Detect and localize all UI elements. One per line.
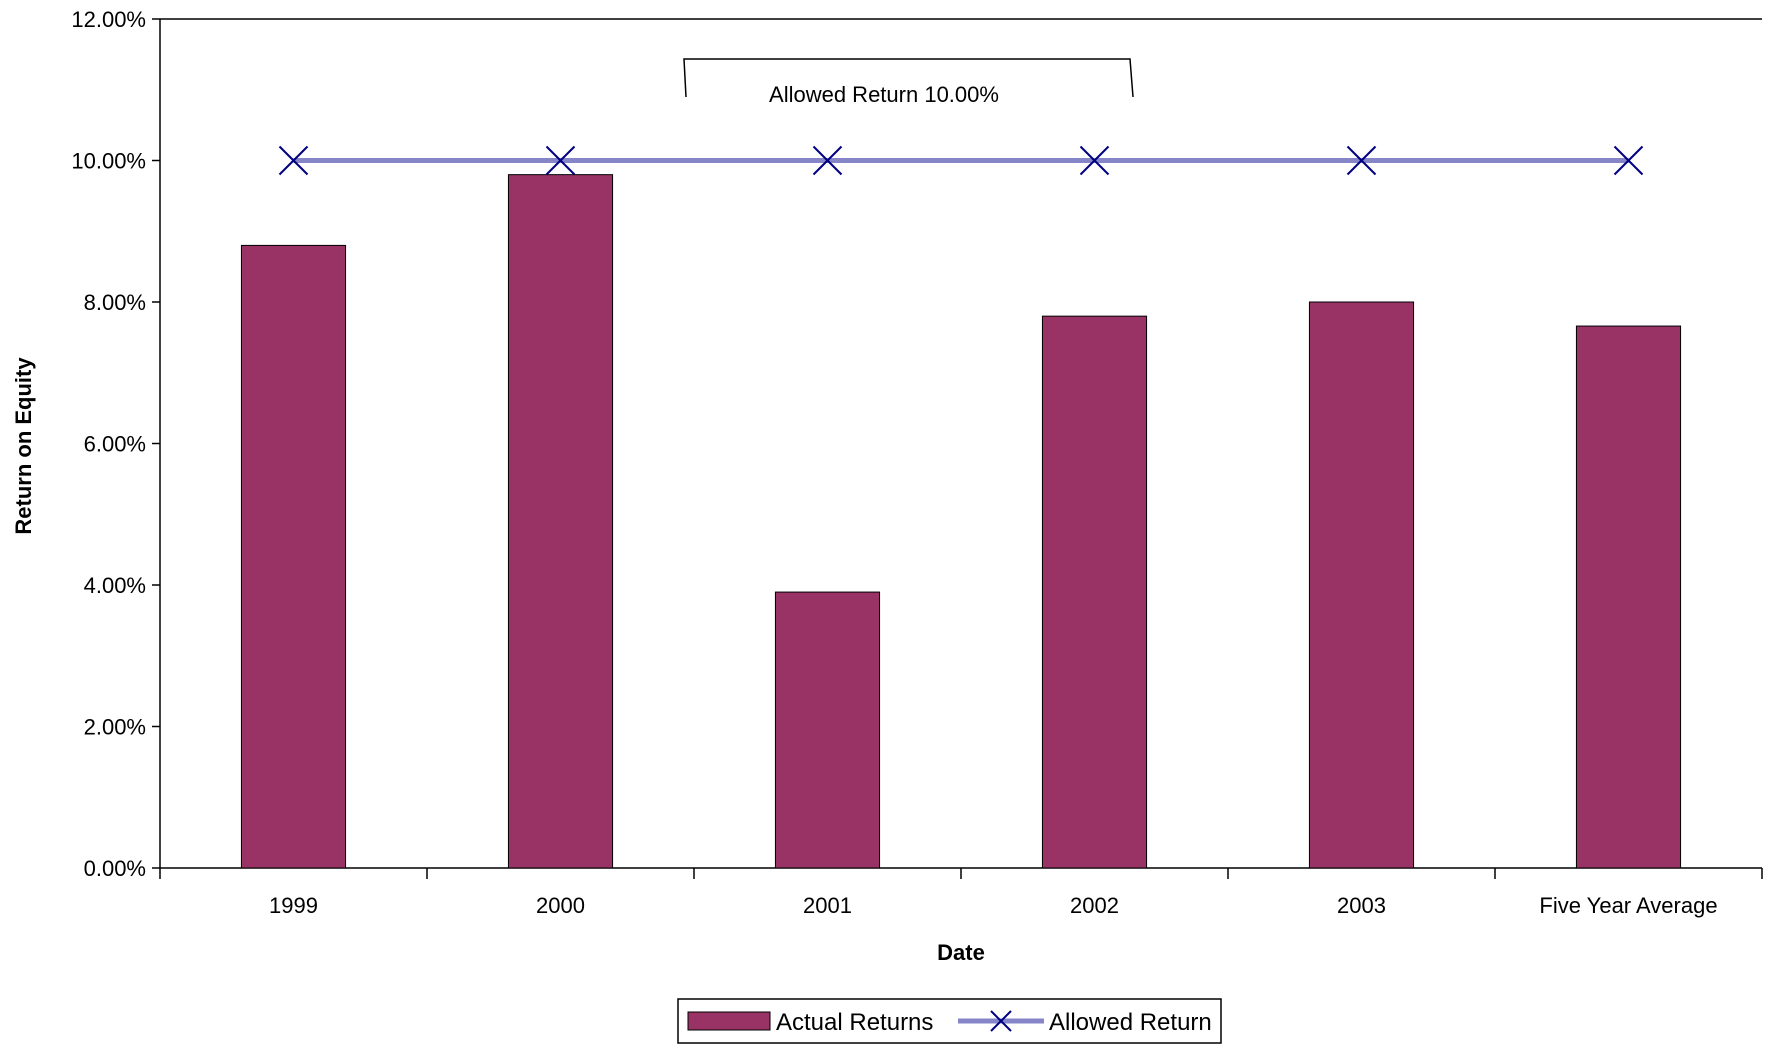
bar-actual-returns — [1575, 325, 1682, 869]
y-axis-title: Return on Equity — [11, 357, 36, 535]
legend-swatch-actual-returns — [687, 1011, 771, 1031]
x-tick-label: 2001 — [803, 893, 852, 918]
x-tick-label: 2003 — [1337, 893, 1386, 918]
marker-allowed-return — [812, 145, 843, 176]
x-axis-title: Date — [937, 940, 985, 965]
legend: Actual Returns Allowed Return — [677, 998, 1222, 1044]
bar-actual-returns — [1041, 315, 1148, 869]
marker-allowed-return — [1613, 145, 1644, 176]
annotation: Allowed Return 10.00% — [683, 58, 1134, 107]
bar-actual-returns — [774, 591, 881, 869]
marker-allowed-return — [1079, 145, 1110, 176]
y-tick-label: 8.00% — [84, 290, 146, 315]
bar-actual-returns — [240, 244, 347, 869]
y-tick-label: 6.00% — [84, 432, 146, 457]
y-tick-label: 12.00% — [71, 7, 146, 32]
allowed-return-series — [278, 145, 1644, 176]
tick-labels: 0.00% 2.00% 4.00% 6.00% 8.00% 10.00% 12.00% 199… — [71, 7, 1717, 918]
annotation-label: Allowed Return 10.00% — [769, 82, 999, 107]
bar-actual-returns — [1308, 301, 1415, 869]
x-tick-label: 2000 — [536, 893, 585, 918]
x-tick-label: 1999 — [269, 893, 318, 918]
marker-allowed-return — [545, 145, 576, 176]
y-tick-label: 4.00% — [84, 573, 146, 598]
x-tick-label: Five Year Average — [1539, 893, 1717, 918]
y-tick-label: 0.00% — [84, 856, 146, 881]
axes — [152, 18, 1763, 879]
annotation-bracket — [683, 58, 1134, 98]
y-tick-label: 10.00% — [71, 149, 146, 174]
marker-allowed-return — [1346, 145, 1377, 176]
bar-actual-returns — [507, 174, 614, 869]
x-tick-label: 2002 — [1070, 893, 1119, 918]
bars — [240, 174, 1682, 869]
legend-swatch-allowed-return-marker — [990, 1010, 1012, 1032]
marker-allowed-return — [278, 145, 309, 176]
y-tick-label: 2.00% — [84, 715, 146, 740]
legend-label-allowed-return: Allowed Return — [1049, 1009, 1212, 1036]
legend-label-actual-returns: Actual Returns — [776, 1009, 933, 1036]
